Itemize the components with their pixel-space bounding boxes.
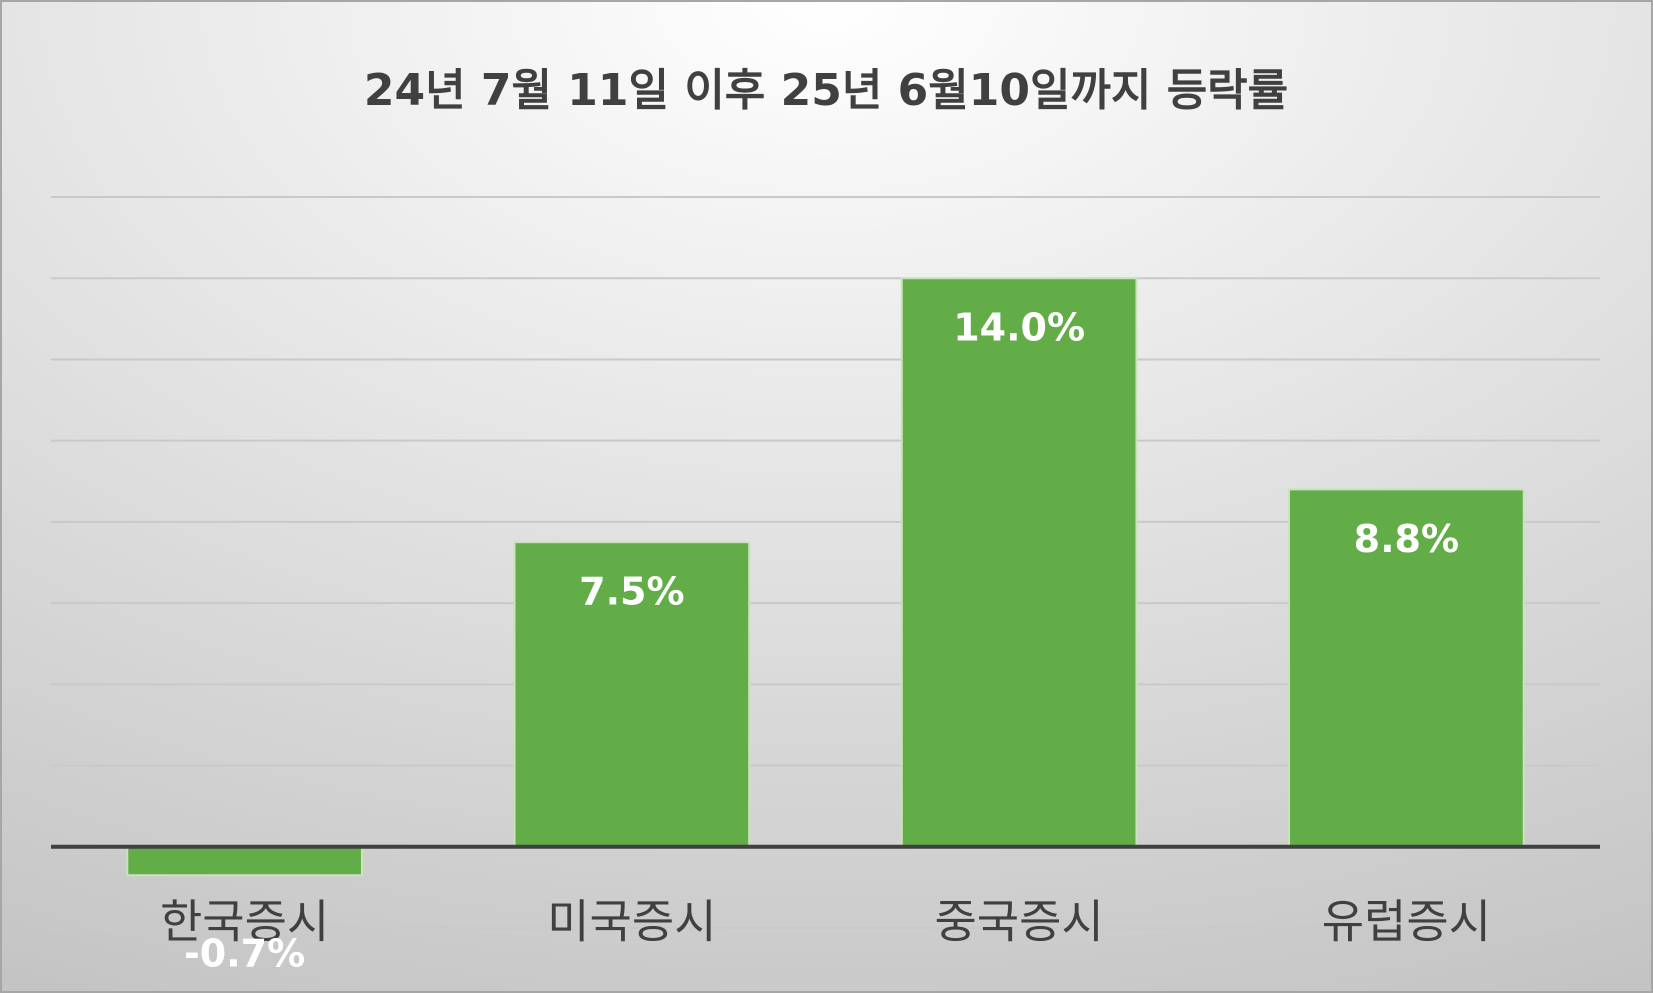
x-tick-label: 중국증시 <box>934 895 1103 949</box>
x-tick-label: 미국증시 <box>547 895 716 949</box>
x-tick-label: 한국증시 <box>160 895 329 949</box>
data-label: 7.5% <box>579 570 684 614</box>
x-tick-label: 유럽증시 <box>1322 895 1491 949</box>
bar <box>126 845 363 877</box>
data-label: -0.7% <box>184 932 305 976</box>
bar <box>900 277 1138 848</box>
data-label: 14.0% <box>953 306 1085 350</box>
chart-title: 24년 7월 11일 이후 25년 6월10일까지 등락률 <box>364 65 1288 116</box>
data-label: 8.8% <box>1354 517 1459 561</box>
bar <box>513 541 751 848</box>
